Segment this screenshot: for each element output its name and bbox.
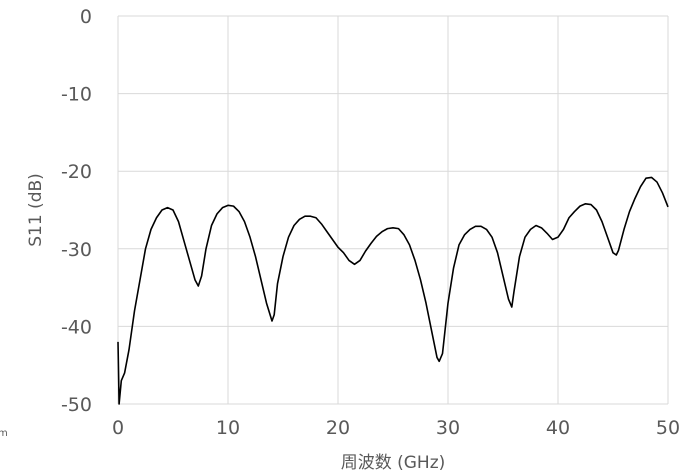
y-axis-title: S11 (dB) bbox=[26, 173, 46, 247]
x-tick-label: 40 bbox=[546, 417, 570, 439]
grid bbox=[117, 15, 669, 405]
x-tick-labels: 0 10 20 30 40 50 bbox=[112, 417, 680, 439]
s11-series-line bbox=[117, 176, 669, 405]
x-tick-label: 20 bbox=[326, 417, 350, 439]
y-tick-label: -40 bbox=[61, 316, 92, 338]
y-tick-label: -10 bbox=[61, 84, 92, 106]
x-tick-label: 0 bbox=[112, 417, 124, 439]
y-tick-label: -50 bbox=[61, 394, 92, 416]
x-axis-title: 周波数 (GHz) bbox=[341, 453, 446, 473]
y-tick-label: 0 bbox=[80, 6, 92, 28]
edge-glyph: m bbox=[0, 428, 8, 439]
y-tick-labels: 0 -10 -20 -30 -40 -50 bbox=[61, 6, 92, 416]
x-tick-label: 10 bbox=[216, 417, 240, 439]
y-tick-label: -20 bbox=[61, 161, 92, 183]
y-tick-label: -30 bbox=[61, 239, 92, 261]
x-tick-label: 50 bbox=[656, 417, 680, 439]
x-tick-label: 30 bbox=[436, 417, 460, 439]
series-layer bbox=[117, 176, 669, 405]
